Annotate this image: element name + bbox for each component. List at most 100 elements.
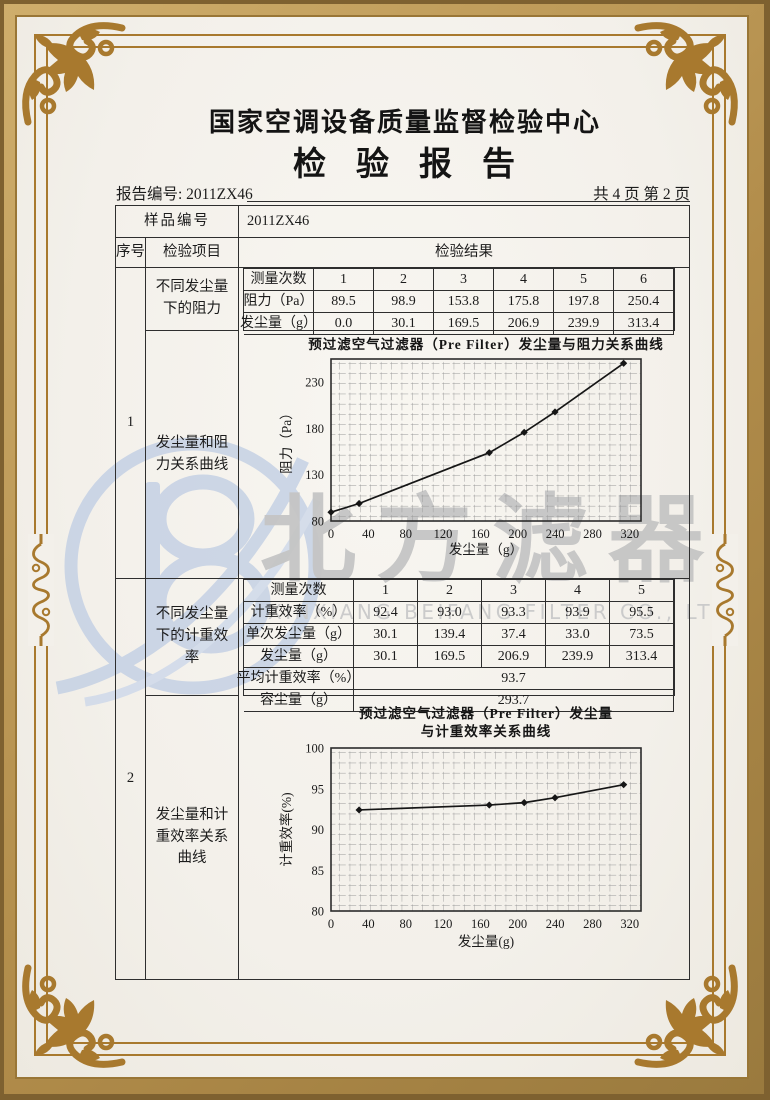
svg-text:40: 40 (362, 527, 375, 541)
efficiency-result-cell: 测量次数 1 2 3 4 5 计重效率（%） 92.4 93.0 93.3 93… (237, 579, 689, 712)
svg-text:200: 200 (508, 917, 527, 931)
resistance-chart: 80 130 180 230 0 40 80 120 160 200 240 280 320 发尘量（g）… (279, 336, 664, 557)
svg-text:40: 40 (362, 917, 375, 931)
svg-text:120: 120 (434, 917, 453, 931)
resistance-result-cell: 测量次数 1 2 3 4 5 6 阻力（Pa） 89.5 98.9 153.8 … (239, 268, 689, 335)
svg-text:200: 200 (508, 527, 527, 541)
corner-flourish-icon (14, 14, 130, 130)
col-header-result: 检验结果 (239, 238, 689, 268)
col-header-item: 检验项目 (146, 238, 239, 268)
results-table: 样品编号 2011ZX46 序号 检验项目 检验结果 1 不同发尘量下的阻力 测… (115, 205, 690, 980)
table-cell: 239.9 (546, 646, 610, 668)
table-cell: 93.3 (482, 602, 546, 624)
sample-no-value: 2011ZX46 (239, 206, 689, 238)
table-cell: 92.4 (354, 602, 418, 624)
table-cell: 250.4 (614, 291, 674, 313)
svg-text:320: 320 (620, 917, 639, 931)
table-cell: 5 (610, 580, 674, 602)
table-cell: 313.4 (614, 313, 674, 335)
table-cell: 169.5 (434, 313, 494, 335)
table-cell: 5 (554, 269, 614, 291)
resistance-chart-cell: 80 130 180 230 0 40 80 120 160 200 240 280 320 发尘量（g）… (239, 331, 689, 579)
org-title: 国家空调设备质量监督检验中心 (208, 108, 601, 137)
table-cell: 98.9 (374, 291, 434, 313)
svg-text:320: 320 (620, 527, 639, 541)
table-cell: 206.9 (482, 646, 546, 668)
svg-text:0: 0 (328, 917, 334, 931)
report-number: 报告编号: 2011ZX46 (116, 186, 253, 203)
svg-text:80: 80 (312, 515, 325, 529)
row-label: 发尘量（g） (240, 313, 317, 335)
row-label: 阻力（Pa） (244, 291, 314, 313)
svg-text:预过滤空气过滤器（Pre Filter）发尘量与阻力关系曲线: 预过滤空气过滤器（Pre Filter）发尘量与阻力关系曲线 (308, 336, 664, 352)
table-cell: 30.1 (374, 313, 434, 335)
svg-text:80: 80 (399, 917, 412, 931)
page-indicator: 共 4 页 第 2 页 (593, 186, 690, 203)
table-cell: 30.1 (354, 646, 418, 668)
table-cell: 4 (494, 269, 554, 291)
table-cell: 139.4 (418, 624, 482, 646)
table-cell: 313.4 (610, 646, 674, 668)
corner-flourish-icon (630, 960, 746, 1076)
sample-no-label: 样品编号 (116, 206, 239, 238)
svg-text:阻力（Pa）: 阻力（Pa） (279, 406, 294, 474)
page-title: 检验报告 (293, 147, 545, 183)
svg-text:160: 160 (471, 917, 490, 931)
seq-1: 1 (116, 268, 146, 579)
item-efficiency-curve: 发尘量和计重效率关系曲线 (146, 696, 239, 979)
table-cell: 73.5 (610, 624, 674, 646)
table-cell: 93.0 (418, 602, 482, 624)
svg-text:95: 95 (312, 782, 325, 796)
svg-text:130: 130 (305, 468, 324, 482)
table-cell: 1 (354, 580, 418, 602)
svg-text:90: 90 (312, 823, 325, 837)
svg-text:发尘量（g）: 发尘量（g） (449, 542, 523, 557)
table-cell: 1 (314, 269, 374, 291)
svg-text:160: 160 (471, 527, 490, 541)
seq-2: 2 (116, 579, 146, 979)
row-label: 平均计重效率（%） (237, 668, 360, 690)
row-label: 单次发尘量（g） (244, 624, 354, 646)
table-cell: 95.5 (610, 602, 674, 624)
svg-text:与计重效率关系曲线: 与计重效率关系曲线 (421, 723, 552, 739)
corner-flourish-icon (14, 960, 130, 1076)
row-label: 计重效率（%） (244, 602, 354, 624)
svg-text:100: 100 (305, 742, 324, 756)
svg-text:240: 240 (546, 917, 565, 931)
svg-text:计重效率(%): 计重效率(%) (278, 792, 294, 866)
table-cell: 2 (418, 580, 482, 602)
svg-text:280: 280 (583, 527, 602, 541)
item-resistance-curve: 发尘量和阻力关系曲线 (146, 331, 239, 579)
table-cell: 197.8 (554, 291, 614, 313)
table-cell: 175.8 (494, 291, 554, 313)
item-resistance: 不同发尘量下的阻力 (146, 268, 239, 331)
scroll-ornament-icon (712, 534, 738, 646)
table-cell: 30.1 (354, 624, 418, 646)
svg-text:80: 80 (399, 527, 412, 541)
table-cell: 37.4 (482, 624, 546, 646)
table-cell: 3 (482, 580, 546, 602)
table-cell: 89.5 (314, 291, 374, 313)
svg-text:85: 85 (312, 864, 325, 878)
avg-efficiency-value: 93.7 (354, 668, 674, 690)
table-cell: 153.8 (434, 291, 494, 313)
efficiency-chart: 80 85 90 95 100 0 40 80 120 160 200 240 280 320 发尘量(g)… (278, 705, 642, 949)
row-label: 发尘量（g） (244, 646, 354, 668)
table-cell: 93.9 (546, 602, 610, 624)
row-label: 测量次数 (244, 580, 354, 602)
divider (247, 201, 690, 202)
table-cell: 33.0 (546, 624, 610, 646)
table-cell: 6 (614, 269, 674, 291)
corner-flourish-icon (630, 14, 746, 130)
item-efficiency: 不同发尘量下的计重效率 (146, 579, 239, 696)
svg-text:80: 80 (312, 905, 325, 919)
table-cell: 4 (546, 580, 610, 602)
svg-text:120: 120 (434, 527, 453, 541)
svg-text:180: 180 (305, 422, 324, 436)
table-cell: 239.9 (554, 313, 614, 335)
svg-text:280: 280 (583, 917, 602, 931)
svg-text:230: 230 (305, 376, 324, 390)
svg-text:发尘量(g): 发尘量(g) (458, 934, 514, 949)
table-cell: 206.9 (494, 313, 554, 335)
